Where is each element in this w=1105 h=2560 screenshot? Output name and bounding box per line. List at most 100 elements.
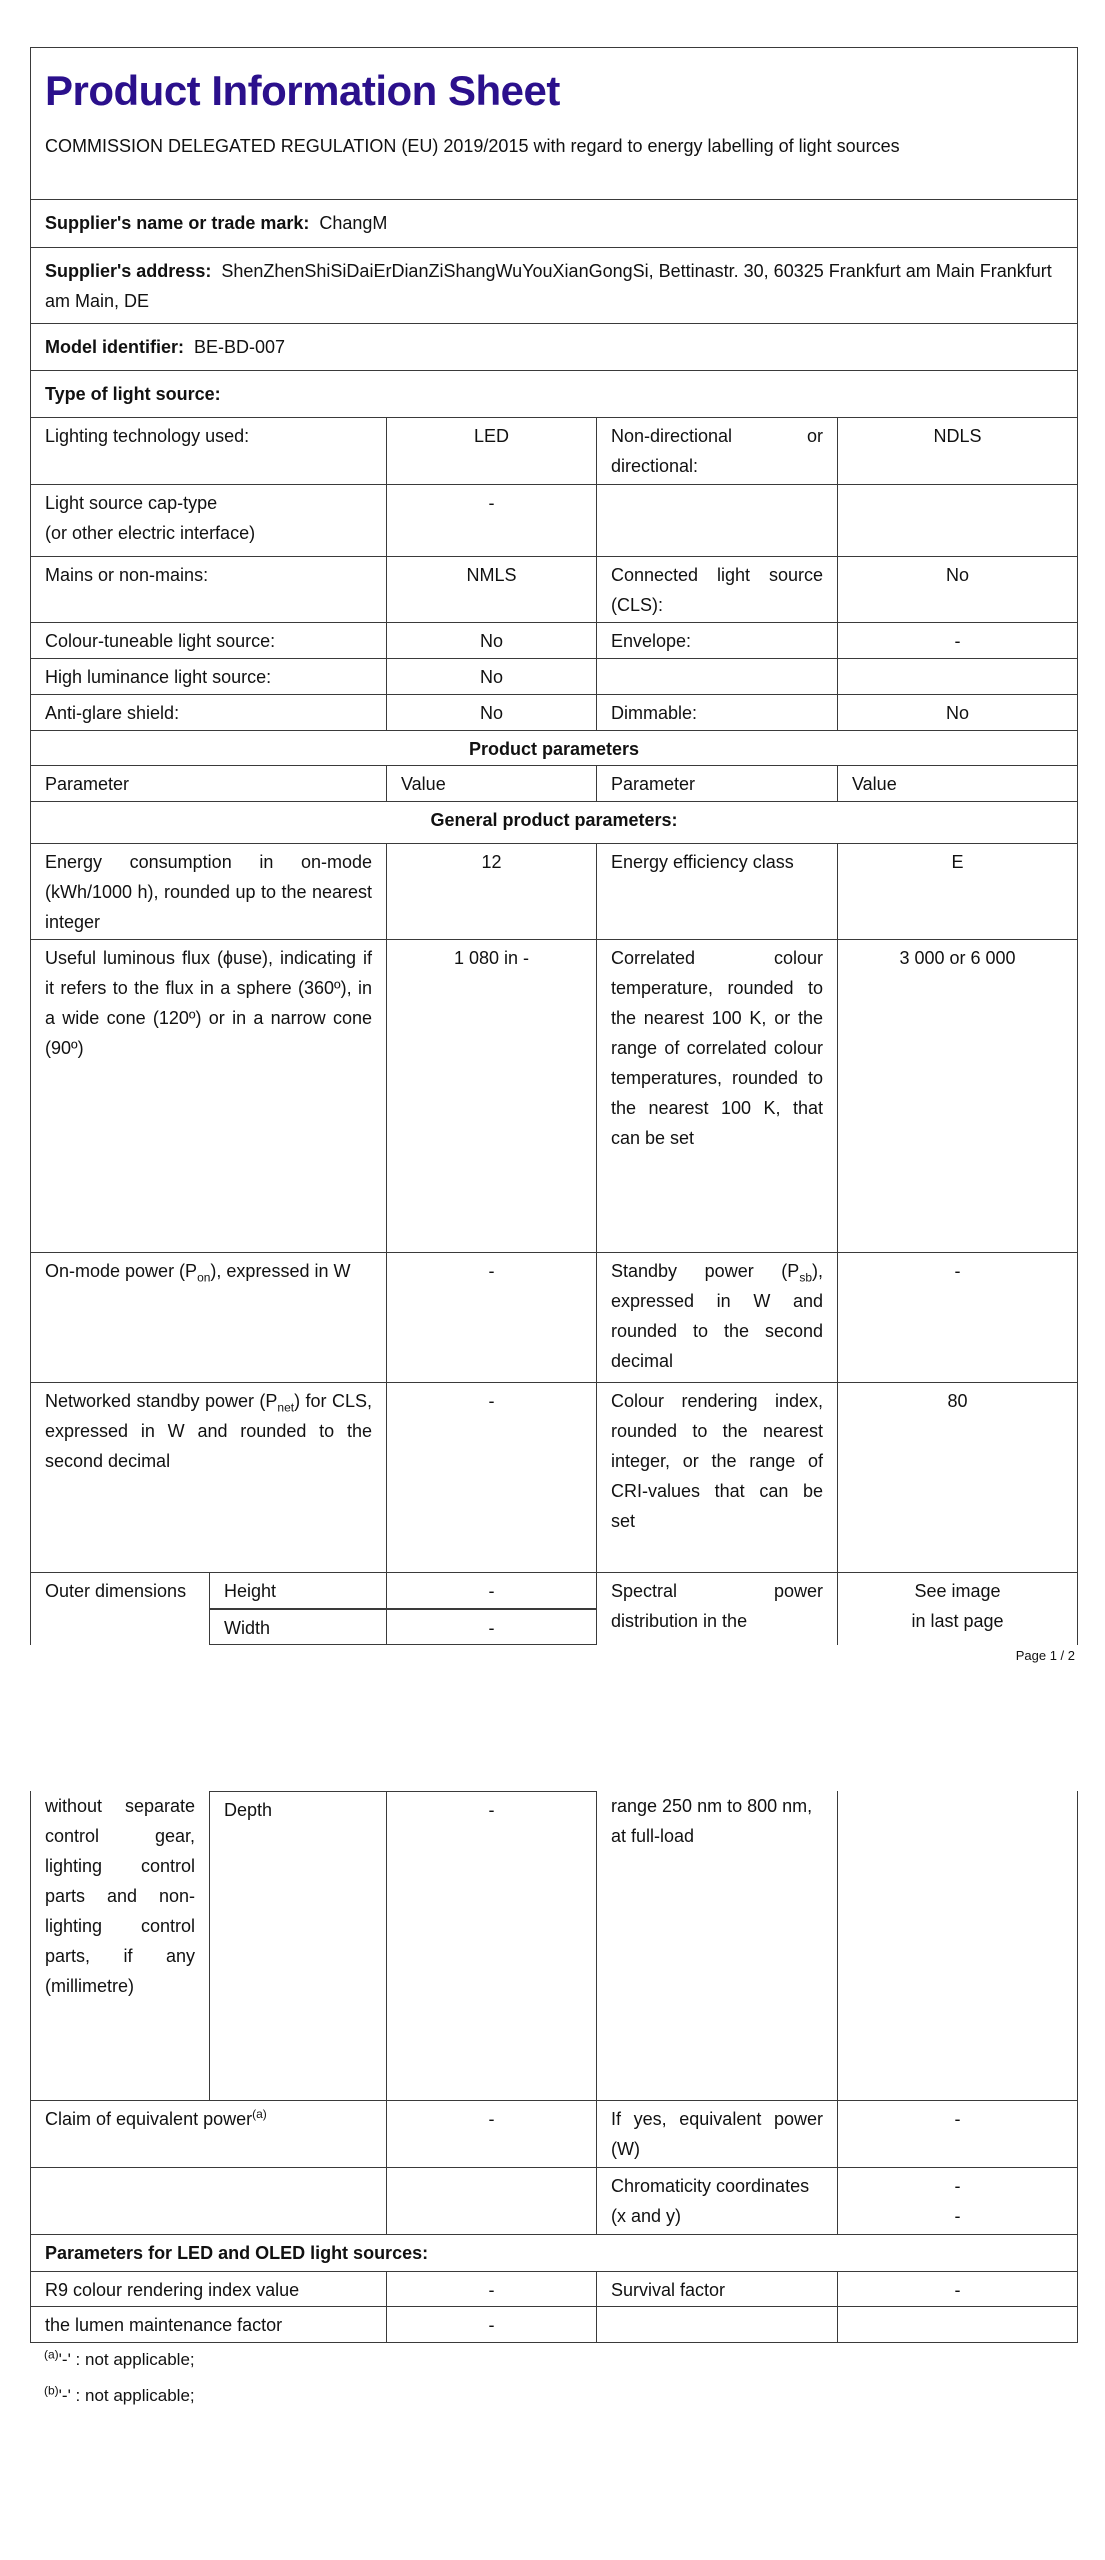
empty-cell bbox=[30, 2167, 387, 2235]
supplier-address-value: ShenZhenShiSiDaiErDianZiShangWuYouXianGo… bbox=[45, 261, 1052, 311]
label-text: On-mode power (P bbox=[45, 1261, 198, 1281]
on-mode-power-label: On-mode power (Pon), expressed in W bbox=[30, 1252, 387, 1383]
spd-value-continued bbox=[837, 1791, 1078, 2101]
outer-dimensions-label-continued: without separate control gear, lighting … bbox=[30, 1791, 210, 2101]
param-row: Networked standby power (Pnet) for CLS, … bbox=[30, 1382, 1078, 1573]
product-params-heading-row: Product parameters bbox=[30, 730, 1078, 766]
footnote-text: '-' : not applicable; bbox=[58, 2350, 195, 2369]
param-row: Chromaticity coordinates (x and y) - - bbox=[30, 2167, 1078, 2235]
supplier-name-cell: Supplier's name or trade mark: ChangM bbox=[30, 199, 1078, 248]
footnote-ref: (a) bbox=[252, 2107, 267, 2121]
label-text: ), expressed in W bbox=[210, 1261, 351, 1281]
general-heading-cell: General product parameters: bbox=[30, 801, 1078, 844]
supplier-name-value: ChangM bbox=[319, 213, 388, 233]
regulation-text: COMMISSION DELEGATED REGULATION (EU) 201… bbox=[45, 136, 900, 156]
type-label-2: Dimmable: bbox=[596, 694, 838, 731]
energy-consumption-value: 12 bbox=[386, 843, 597, 940]
type-label-2: Envelope: bbox=[596, 622, 838, 659]
type-label: High luminance light source: bbox=[30, 658, 387, 695]
depth-value: - bbox=[386, 1791, 597, 2101]
led-heading-row: Parameters for LED and OLED light source… bbox=[30, 2234, 1078, 2272]
survival-value: - bbox=[837, 2271, 1078, 2307]
type-value: NMLS bbox=[386, 556, 597, 623]
energy-class-value: E bbox=[837, 843, 1078, 940]
type-heading-row: Type of light source: bbox=[30, 370, 1078, 418]
outer-dimensions-label: Outer dimensions bbox=[30, 1572, 210, 1645]
energy-consumption-label: Energy consumption in on-mode (kWh/1000 … bbox=[30, 843, 387, 940]
subscript: sb bbox=[799, 1270, 812, 1285]
equivalent-power-label: If yes, equivalent power (W) bbox=[596, 2100, 838, 2168]
cct-value: 3 000 or 6 000 bbox=[837, 939, 1078, 1253]
depth-label: Depth bbox=[209, 1791, 387, 2101]
param-row: Energy consumption in on-mode (kWh/1000 … bbox=[30, 843, 1078, 940]
param-row: the lumen maintenance factor - bbox=[30, 2306, 1078, 2343]
label-text: ) for CLS, expressed in W and rounded to… bbox=[45, 1391, 372, 1471]
type-row: Colour-tuneable light source: No Envelop… bbox=[30, 622, 1078, 659]
label-text: Claim of equivalent power bbox=[45, 2109, 253, 2129]
lumen-maintenance-label: the lumen maintenance factor bbox=[30, 2306, 387, 2343]
led-heading-cell: Parameters for LED and OLED light source… bbox=[30, 2234, 1078, 2272]
chromaticity-y: - bbox=[954, 2206, 961, 2226]
equivalent-power-value: - bbox=[837, 2100, 1078, 2168]
title-cell: Product Information Sheet COMMISSION DEL… bbox=[30, 47, 1078, 200]
type-label: Colour-tuneable light source: bbox=[30, 622, 387, 659]
type-label-2: Non-directional or directional: bbox=[596, 417, 838, 485]
flux-label: Useful luminous flux (ϕuse), indicating … bbox=[30, 939, 387, 1253]
type-value-2: No bbox=[837, 694, 1078, 731]
general-heading-row: General product parameters: bbox=[30, 801, 1078, 844]
supplier-address-row: Supplier's address: ShenZhenShiSiDaiErDia… bbox=[30, 247, 1078, 324]
type-heading: Type of light source: bbox=[45, 384, 221, 404]
supplier-address-label: Supplier's address: bbox=[45, 261, 212, 281]
type-label: Lighting technology used: bbox=[30, 417, 387, 485]
page-title: Product Information Sheet bbox=[45, 67, 560, 114]
type-value: - bbox=[386, 484, 597, 557]
width-label: Width bbox=[209, 1608, 387, 1645]
param-row: Useful luminous flux (ϕuse), indicating … bbox=[30, 939, 1078, 1253]
subscript: on bbox=[197, 1270, 211, 1285]
type-value-2 bbox=[837, 658, 1078, 695]
footnote-mark: (a) bbox=[44, 2347, 59, 2362]
model-label: Model identifier: bbox=[45, 337, 184, 357]
lumen-maintenance-value: - bbox=[386, 2306, 597, 2343]
empty-cell bbox=[386, 2167, 597, 2235]
label-text: ), expressed in W and rounded to the sec… bbox=[611, 1261, 823, 1371]
equivalent-claim-label: Claim of equivalent power(a) bbox=[30, 2100, 387, 2168]
type-label: Anti-glare shield: bbox=[30, 694, 387, 731]
param-header-row: Parameter Value Parameter Value bbox=[30, 765, 1078, 802]
title-section: Product Information Sheet COMMISSION DEL… bbox=[30, 47, 1078, 200]
param-header: Parameter bbox=[596, 765, 838, 802]
footnote-mark: (b) bbox=[44, 2383, 59, 2398]
type-value-2 bbox=[837, 484, 1078, 557]
empty-cell bbox=[837, 2306, 1078, 2343]
model-cell: Model identifier: BE-BD-007 bbox=[30, 323, 1078, 371]
on-mode-power-value: - bbox=[386, 1252, 597, 1383]
standby-power-value: - bbox=[837, 1252, 1078, 1383]
height-value: - bbox=[386, 1572, 597, 1609]
value-header: Value bbox=[837, 765, 1078, 802]
page-number: Page 1 / 2 bbox=[1015, 1648, 1075, 1663]
type-label: Mains or non-mains: bbox=[30, 556, 387, 623]
model-row: Model identifier: BE-BD-007 bbox=[30, 323, 1078, 371]
model-value: BE-BD-007 bbox=[194, 337, 286, 357]
cri-label: Colour rendering index, rounded to the n… bbox=[596, 1382, 838, 1573]
supplier-name-label: Supplier's name or trade mark: bbox=[45, 213, 310, 233]
type-heading-cell: Type of light source: bbox=[30, 370, 1078, 418]
networked-standby-label: Networked standby power (Pnet) for CLS, … bbox=[30, 1382, 387, 1573]
footnote: (a)'-' : not applicable; bbox=[44, 2347, 195, 2370]
type-label-line: Light source cap-type bbox=[45, 493, 218, 513]
spd-label-continued: range 250 nm to 800 nm, at full-load bbox=[596, 1791, 838, 2101]
type-row: Lighting technology used: LED Non-direct… bbox=[30, 417, 1078, 485]
value-header: Value bbox=[386, 765, 597, 802]
supplier-address-cell: Supplier's address: ShenZhenShiSiDaiErDia… bbox=[30, 247, 1078, 324]
param-header: Parameter bbox=[30, 765, 387, 802]
type-value-2: NDLS bbox=[837, 417, 1078, 485]
supplier-name-row: Supplier's name or trade mark: ChangM bbox=[30, 199, 1078, 248]
spd-value-line: See image bbox=[914, 1581, 1001, 1601]
chromaticity-value: - - bbox=[837, 2167, 1078, 2235]
footnote-text: '-' : not applicable; bbox=[58, 2386, 195, 2405]
param-row: Claim of equivalent power(a) - If yes, e… bbox=[30, 2100, 1078, 2168]
spd-value: See image in last page bbox=[837, 1572, 1078, 1645]
energy-class-label: Energy efficiency class bbox=[596, 843, 838, 940]
product-params-heading: Product parameters bbox=[468, 739, 640, 759]
type-label-2: Connected light source (CLS): bbox=[596, 556, 838, 623]
